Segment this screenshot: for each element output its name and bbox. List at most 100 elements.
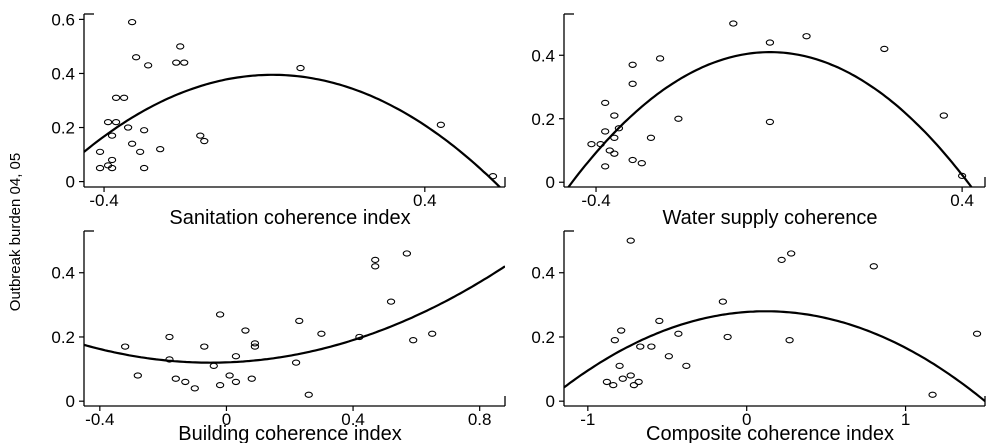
tick-group: -0.4 0 0.4 0.8 0 0.2 0.4 (51, 264, 491, 429)
data-point (436, 121, 445, 128)
y-tick-label: 0.4 (531, 46, 555, 65)
tick-group: -1 0 1 0 0.2 0.4 (531, 264, 910, 429)
x-tick-label: 1 (901, 410, 910, 429)
data-point (176, 43, 185, 50)
data-point (107, 156, 117, 164)
panel-building: -0.4 0 0.4 0.8 0 0.2 0.4 Building coherence in… (51, 230, 506, 443)
data-point (634, 378, 643, 386)
data-point (250, 340, 260, 347)
data-point (655, 317, 664, 325)
y-tick-label: 0.4 (51, 64, 75, 83)
x-axis-label: Sanitation coherence index (169, 207, 410, 229)
data-point (765, 39, 775, 46)
data-point (103, 118, 113, 126)
data-point (139, 164, 149, 172)
data-point (215, 311, 225, 318)
data-point (107, 164, 117, 172)
data-point (241, 327, 250, 334)
points-group (95, 18, 498, 180)
data-point (765, 118, 775, 126)
data-point (386, 298, 396, 305)
data-point (637, 160, 646, 167)
data-point (802, 33, 811, 40)
data-point (428, 330, 437, 337)
data-point (133, 372, 142, 379)
data-point (647, 343, 656, 350)
x-tick-label: -0.4 (89, 191, 118, 210)
axes-frame (563, 230, 986, 407)
data-point (785, 337, 794, 344)
y-tick-label: 0.2 (531, 328, 555, 347)
data-point (111, 118, 121, 126)
data-point (181, 378, 190, 386)
data-point (231, 378, 241, 386)
data-point (628, 156, 637, 164)
y-tick-label: 0 (66, 392, 75, 411)
x-tick-label: 0.4 (950, 191, 974, 210)
data-point (777, 256, 786, 264)
axes-frame (83, 230, 506, 407)
data-point (144, 62, 153, 69)
data-point (371, 263, 380, 270)
x-axis-label: Composite coherence index (646, 423, 894, 443)
x-tick-label: 0.4 (341, 410, 365, 429)
y-tick-label: 0.6 (51, 10, 75, 29)
data-point (972, 330, 982, 337)
data-point (610, 112, 619, 119)
data-point (729, 20, 738, 27)
y-tick-label: 0 (546, 392, 555, 411)
data-point (629, 381, 639, 389)
data-point (617, 327, 626, 334)
data-point (304, 391, 313, 398)
y-tick-label: 0.2 (51, 119, 75, 138)
points-group (587, 20, 967, 180)
data-point (610, 337, 619, 344)
data-point (371, 256, 380, 264)
data-point (95, 164, 105, 172)
data-point (95, 148, 105, 156)
data-point (628, 61, 637, 68)
data-point (247, 375, 256, 382)
data-point (250, 343, 260, 350)
x-tick-label: -0.4 (581, 191, 610, 210)
data-point (215, 381, 225, 389)
data-point (674, 115, 683, 122)
data-point (615, 362, 624, 370)
x-tick-label: 0 (742, 410, 751, 429)
data-point (618, 375, 627, 382)
data-point (869, 263, 878, 270)
points-group (121, 250, 437, 398)
data-point (409, 337, 418, 344)
panel-sanitation: -0.4 0.4 0 0.2 0.4 0.6 Sanitation coherence i… (51, 10, 506, 229)
data-point (123, 124, 133, 131)
data-point (626, 372, 635, 379)
data-point (602, 378, 612, 386)
x-axis-label: Building coherence index (178, 423, 402, 443)
x-tick-label: -0.4 (85, 410, 114, 429)
data-point (317, 330, 326, 337)
data-point (787, 250, 796, 257)
data-point (127, 140, 137, 147)
data-point (636, 343, 645, 350)
data-point (111, 94, 121, 101)
x-tick-label: 0.4 (413, 191, 437, 210)
y-tick-label: 0 (546, 173, 555, 192)
data-point (225, 372, 234, 379)
data-point (601, 99, 610, 107)
data-point (200, 343, 209, 350)
data-point (107, 132, 117, 139)
data-point (119, 94, 129, 101)
fit-curve (564, 310, 985, 403)
data-point (614, 125, 624, 132)
x-tick-label: -1 (580, 410, 595, 429)
data-point (605, 147, 614, 154)
data-point (291, 359, 301, 366)
data-point (295, 317, 304, 325)
data-point (609, 381, 618, 389)
y-axis-label: Outbreak burden 04, 05 (7, 153, 24, 311)
points-group (602, 237, 982, 398)
data-point (655, 55, 665, 62)
x-axis-label: Water supply coherence (663, 207, 878, 229)
data-point (601, 128, 610, 135)
